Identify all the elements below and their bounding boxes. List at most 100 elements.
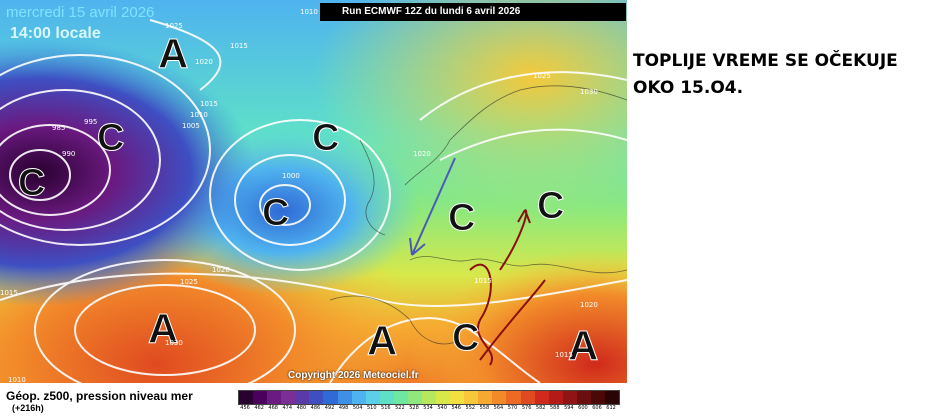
- color-scale-tick: 486: [310, 405, 321, 411]
- color-scale-swatch: [562, 391, 577, 404]
- color-scale-swatch: [407, 391, 423, 404]
- forecast-time: 14:00 locale: [10, 25, 101, 42]
- pressure-low: C: [97, 117, 124, 159]
- isobar-value-labels: 1010 1025 1015 1020 1015 1010 1005 1000 …: [0, 8, 598, 383]
- svg-text:1025: 1025: [180, 278, 198, 286]
- svg-text:1015: 1015: [200, 100, 218, 108]
- svg-text:1015: 1015: [0, 289, 18, 297]
- color-scale-tick: 564: [493, 405, 504, 411]
- isobar-lines: [0, 19, 627, 383]
- color-scale-swatch: [422, 391, 437, 404]
- color-scale-swatch: [323, 391, 338, 404]
- color-scale-tick: 534: [423, 405, 433, 411]
- color-scale-tick: 504: [352, 405, 363, 411]
- color-scale-tick: 606: [592, 405, 602, 411]
- model-run-label: Run ECMWF 12Z du lundi 6 avril 2026: [320, 3, 626, 21]
- color-scale-swatch: [295, 391, 310, 404]
- color-scale-swatch: [309, 391, 324, 404]
- color-scale-tick: 474: [282, 405, 293, 411]
- svg-text:995: 995: [84, 118, 97, 126]
- color-scale-tick: 516: [381, 405, 391, 411]
- pressure-low: C: [452, 317, 479, 359]
- color-scale-swatch: [534, 391, 549, 404]
- arrows: [409, 157, 546, 366]
- svg-text:1020: 1020: [212, 266, 230, 274]
- pressure-high: A: [158, 30, 188, 77]
- color-scale-swatch: [520, 391, 535, 404]
- svg-text:1000: 1000: [282, 172, 300, 180]
- pressure-low: C: [448, 197, 475, 239]
- color-scale-tick: 468: [268, 405, 278, 411]
- color-scale-swatch: [605, 391, 620, 404]
- forecast-date: mercredi 15 avril 2026: [6, 4, 155, 21]
- color-scale-swatch: [590, 391, 606, 404]
- color-scale-tick: 612: [606, 405, 616, 411]
- color-scale-bar: [238, 390, 620, 405]
- color-scale-tick: 462: [254, 405, 264, 411]
- color-scale-tick: 576: [521, 405, 532, 411]
- pressure-low: C: [18, 162, 45, 204]
- svg-text:1015: 1015: [474, 277, 492, 285]
- pressure-high: A: [148, 305, 178, 352]
- color-scale-swatch: [351, 391, 366, 404]
- color-scale-swatch: [576, 391, 591, 404]
- pressure-low: C: [262, 192, 289, 234]
- color-scale-swatch: [239, 391, 254, 404]
- svg-text:990: 990: [62, 150, 75, 158]
- color-scale-tick: 480: [296, 405, 307, 411]
- svg-text:1015: 1015: [555, 351, 573, 359]
- forecast-note: TOPLIJE VREME SE OČEKUJE OKO 15.O4.: [633, 48, 923, 102]
- color-scale-swatch: [337, 391, 352, 404]
- color-scale-swatch: [478, 391, 493, 404]
- legend-subtitle: (+216h): [12, 403, 44, 413]
- svg-text:985: 985: [52, 124, 65, 132]
- pressure-system-letters: A C C C C C C A A C A: [18, 30, 599, 370]
- svg-text:1015: 1015: [230, 42, 248, 50]
- color-scale-swatch: [379, 391, 394, 404]
- color-scale-tick: 582: [535, 405, 546, 411]
- color-scale-swatch: [436, 391, 451, 404]
- color-scale-tick: 600: [578, 405, 588, 411]
- svg-text:1010: 1010: [8, 376, 26, 383]
- weather-map: A C C C C C C A A C A 1010 1025 1015 102…: [0, 0, 627, 383]
- pressure-low: C: [537, 185, 564, 227]
- copyright-label: Copyright 2026 Meteociel.fr: [288, 370, 419, 381]
- color-scale-tick: 570: [507, 405, 518, 411]
- color-scale-swatch: [450, 391, 465, 404]
- color-scale-tick: 540: [437, 405, 447, 411]
- pressure-high: A: [367, 317, 397, 364]
- pressure-high: A: [568, 322, 598, 369]
- forecast-note-line1: TOPLIJE VREME SE OČEKUJE: [633, 51, 898, 71]
- color-scale-tick: 594: [564, 405, 574, 411]
- color-scale-swatch: [506, 391, 521, 404]
- color-scale-tick: 522: [395, 405, 405, 411]
- color-scale-tick: 492: [324, 405, 335, 411]
- color-scale-tick: 456: [240, 405, 250, 411]
- color-scale-tick: 588: [549, 405, 560, 411]
- coastlines: [329, 85, 627, 345]
- color-scale-tick: 510: [366, 405, 377, 411]
- pressure-low: C: [312, 117, 339, 159]
- color-scale-tick: 498: [338, 405, 349, 411]
- color-scale-swatch: [492, 391, 507, 404]
- forecast-note-line2: OKO 15.O4.: [633, 78, 744, 98]
- color-scale-swatch: [393, 391, 408, 404]
- svg-text:1020: 1020: [580, 301, 598, 309]
- color-scale-tick: 552: [465, 405, 476, 411]
- svg-text:1020: 1020: [413, 150, 431, 158]
- svg-text:1005: 1005: [182, 122, 200, 130]
- color-scale-tick: 558: [479, 405, 490, 411]
- color-scale-swatch: [464, 391, 479, 404]
- color-scale-swatch: [365, 391, 380, 404]
- color-scale-tick: 546: [451, 405, 461, 411]
- svg-text:1030: 1030: [165, 339, 183, 347]
- svg-text:1010: 1010: [190, 111, 208, 119]
- svg-text:1025: 1025: [165, 22, 183, 30]
- color-scale-swatch: [253, 391, 268, 404]
- color-scale-tick: 528: [409, 405, 419, 411]
- color-scale-ticks: 456 462 468 474 480 486 492 498 504 510 516 522 528 5…: [238, 405, 618, 415]
- svg-text:1025: 1025: [533, 72, 551, 80]
- svg-text:1020: 1020: [195, 58, 213, 66]
- svg-text:1010: 1010: [300, 8, 318, 16]
- legend-title: Géop. z500, pression niveau mer: [6, 389, 193, 403]
